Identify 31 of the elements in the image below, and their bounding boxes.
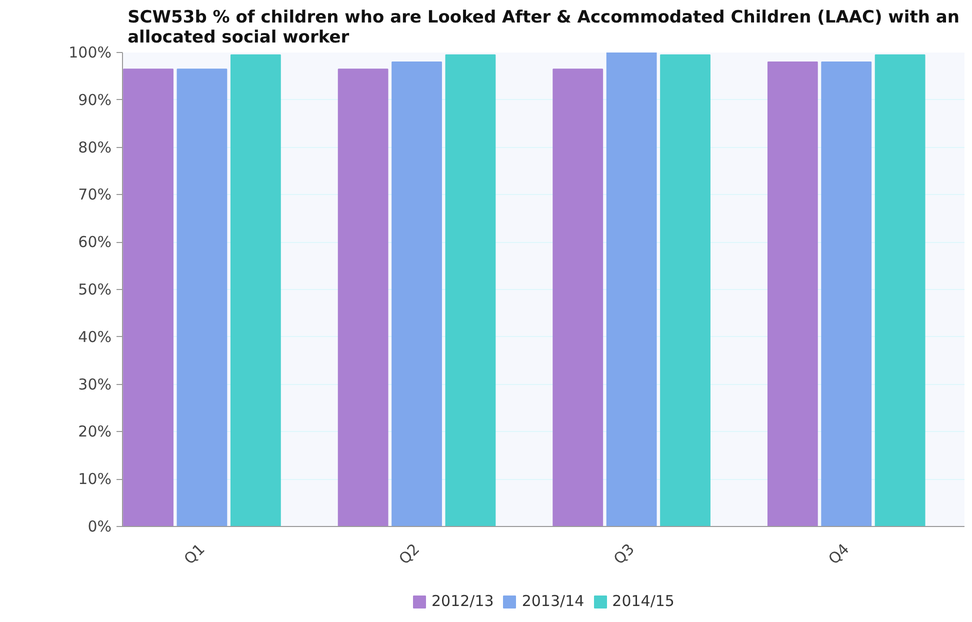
- bar: [445, 54, 496, 526]
- legend-label: 2012/13: [432, 592, 494, 610]
- bar: [176, 68, 228, 526]
- legend-label: 2014/15: [612, 592, 674, 610]
- bar: [821, 61, 872, 526]
- legend-label: 2013/14: [522, 592, 584, 610]
- y-tick-label: 70%: [78, 186, 112, 204]
- y-tick-label: 0%: [88, 518, 112, 536]
- bar: [392, 61, 442, 526]
- y-tick-label: 10%: [78, 470, 112, 488]
- bar: [230, 54, 281, 526]
- bar: [606, 52, 657, 526]
- x-tick-label: Q1: [180, 540, 208, 568]
- y-tick-label: 60%: [78, 233, 112, 252]
- y-tick-label: 30%: [78, 375, 112, 394]
- bar: [874, 54, 926, 526]
- bar: [767, 61, 818, 526]
- chart-title: SCW53b % of children who are Looked After & Accommodated Children (LAAC) with an allocated social worker: [128, 8, 960, 48]
- bar: [123, 68, 174, 526]
- y-tick-label: 80%: [78, 138, 112, 156]
- bar: [660, 54, 710, 526]
- x-tick-label: Q3: [610, 540, 638, 568]
- bar: [338, 68, 388, 526]
- y-tick-label: 20%: [78, 422, 112, 441]
- x-tick-label: Q4: [824, 540, 853, 568]
- y-tick-label: 100%: [68, 44, 112, 62]
- x-tick-label: Q2: [395, 540, 424, 568]
- y-tick-label: 50%: [78, 280, 112, 298]
- bar: [552, 68, 604, 526]
- y-tick-label: 90%: [78, 90, 112, 109]
- y-tick-label: 40%: [78, 328, 112, 346]
